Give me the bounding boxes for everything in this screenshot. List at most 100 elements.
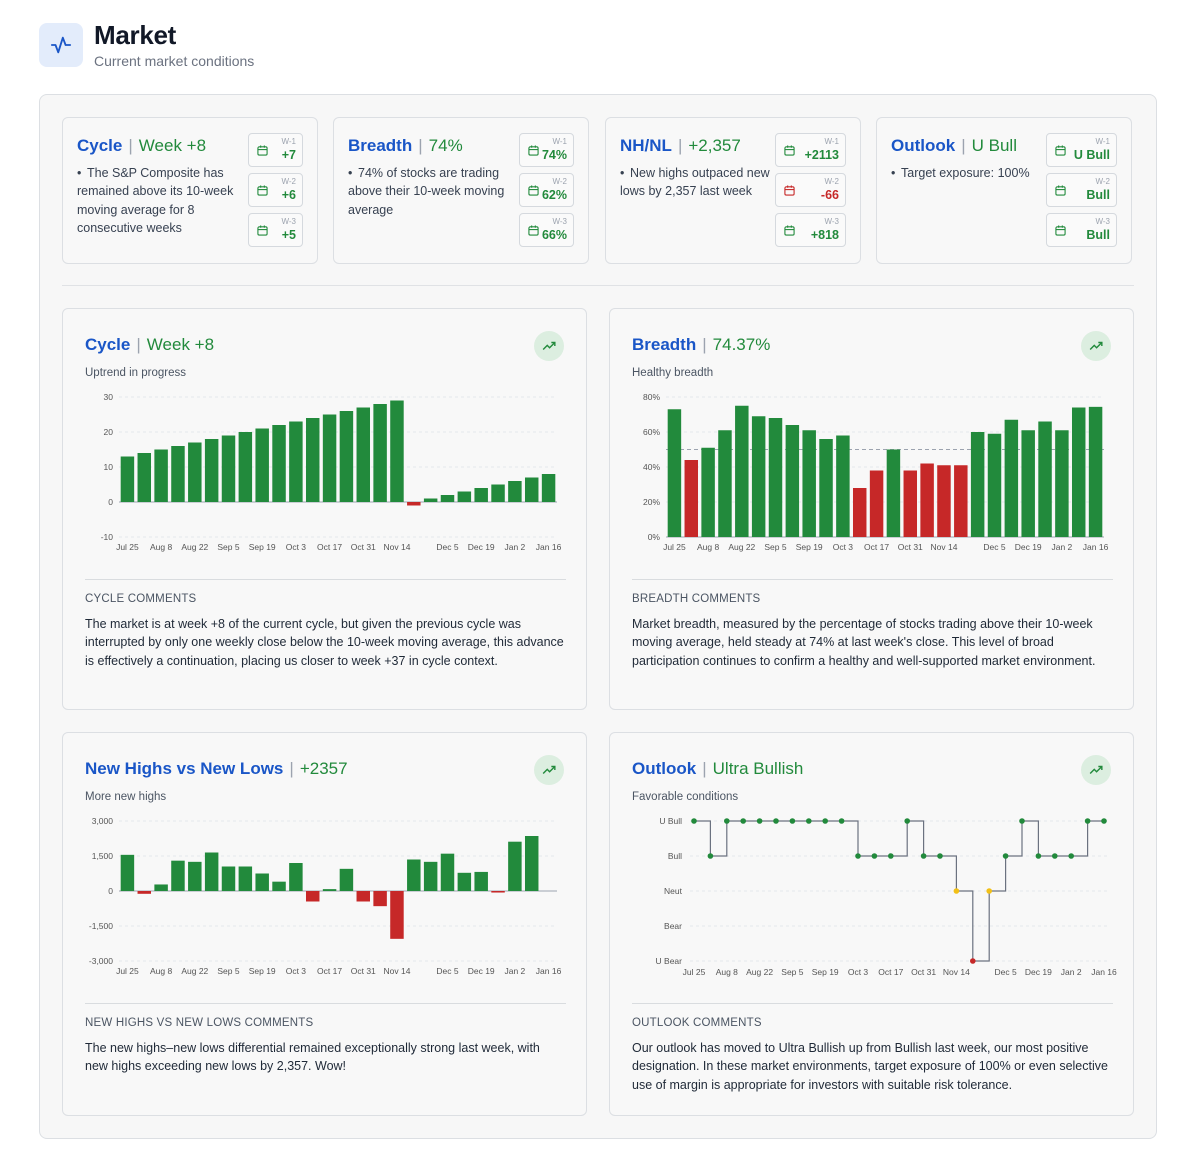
- summary-description: • New highs outpaced new lows by 2,357 la…: [620, 166, 770, 199]
- calendar-icon: [784, 185, 795, 196]
- data-point: [904, 818, 910, 824]
- activity-icon: [39, 23, 83, 67]
- bar: [238, 866, 253, 891]
- comments-heading: Outlook Comments: [632, 1017, 762, 1029]
- trending-up-icon[interactable]: [1081, 331, 1111, 361]
- bar: [423, 498, 438, 502]
- bar: [188, 861, 202, 891]
- week-chip-w-1: W-1 +2113: [775, 133, 846, 167]
- week-label: W-3: [281, 217, 296, 226]
- bar: [1004, 419, 1019, 537]
- y-tick-label: 40%: [643, 462, 660, 472]
- x-tick-label: Jan 2: [1051, 542, 1072, 552]
- x-tick-label: Dec 19: [1015, 542, 1042, 552]
- data-point: [740, 818, 746, 824]
- week-label: W-2: [824, 177, 839, 186]
- y-tick-label: U Bear: [656, 956, 683, 966]
- x-tick-label: Sep 5: [764, 542, 786, 552]
- bar: [289, 863, 303, 891]
- week-chip-w-2: W-2 Bull: [1046, 173, 1117, 207]
- x-tick-label: Dec 19: [1025, 967, 1052, 977]
- bar: [171, 860, 185, 891]
- calendar-icon: [784, 225, 795, 236]
- cycle-panel: Cycle | Week +8 Uptrend in progress 30 20 10…: [62, 308, 587, 710]
- x-tick-label: Aug 22: [728, 542, 755, 552]
- bar: [407, 502, 421, 506]
- data-point: [1068, 853, 1074, 859]
- bar: [339, 411, 354, 502]
- week-value: -66: [820, 188, 839, 202]
- bar: [238, 432, 253, 502]
- week-label: W-2: [552, 177, 567, 186]
- x-tick-label: Sep 5: [217, 542, 239, 552]
- bar: [305, 891, 320, 902]
- data-point: [1084, 818, 1091, 824]
- trending-up-icon[interactable]: [1081, 755, 1111, 785]
- comments-heading: Breadth Comments: [632, 593, 761, 605]
- x-tick-label: Sep 19: [812, 967, 839, 977]
- comments-text: Market breadth, measured by the percenta…: [632, 617, 1096, 668]
- bar: [768, 418, 783, 537]
- bar: [255, 873, 269, 891]
- x-tick-label: Jan 16: [1083, 542, 1109, 552]
- x-tick-label: Oct 3: [848, 967, 869, 977]
- bar: [272, 425, 286, 502]
- calendar-icon: [528, 145, 539, 156]
- bar: [356, 891, 371, 902]
- summary-description: • 74% of stocks are trading above their 1…: [348, 166, 505, 217]
- x-tick-label: Oct 31: [351, 542, 376, 552]
- bar: [373, 404, 387, 502]
- comments-heading: Cycle Comments: [85, 593, 197, 605]
- week-value: U Bull: [1073, 148, 1110, 162]
- summary-title: Cycle | Week +8: [77, 136, 207, 155]
- data-point: [773, 818, 779, 824]
- trending-up-icon[interactable]: [534, 331, 564, 361]
- y-tick-label: Bull: [668, 851, 682, 861]
- trending-up-icon[interactable]: [534, 755, 564, 785]
- x-tick-label: Dec 5: [983, 542, 1005, 552]
- x-tick-label: Oct 17: [864, 542, 889, 552]
- week-chip-w-2: W-2 62%: [519, 173, 574, 207]
- bar: [221, 866, 236, 891]
- bar: [457, 491, 472, 502]
- week-label: W-2: [281, 177, 296, 186]
- x-tick-label: Jan 2: [504, 966, 525, 976]
- bar: [457, 872, 472, 891]
- week-label: W-3: [1095, 217, 1110, 226]
- x-tick-label: Aug 22: [181, 966, 208, 976]
- bar: [785, 425, 800, 537]
- bar: [120, 854, 135, 891]
- bar: [852, 488, 867, 537]
- data-point: [986, 888, 992, 894]
- data-point: [871, 853, 878, 859]
- bar: [1038, 421, 1052, 537]
- data-point: [789, 818, 796, 824]
- x-tick-label: Jan 16: [1091, 967, 1117, 977]
- bar: [987, 433, 1002, 537]
- y-tick-label: -10: [101, 532, 114, 542]
- x-tick-label: Nov 14: [383, 966, 410, 976]
- x-tick-label: Sep 19: [249, 542, 276, 552]
- bar: [937, 465, 951, 537]
- week-value: Bull: [1086, 188, 1110, 202]
- x-tick-label: Dec 5: [994, 967, 1016, 977]
- y-tick-label: Neut: [664, 886, 683, 896]
- week-chip-w-2: W-2 +6: [248, 173, 303, 207]
- data-point: [1052, 853, 1058, 859]
- y-tick-label: 80%: [643, 392, 660, 402]
- x-tick-label: Oct 31: [351, 966, 376, 976]
- y-tick-label: -3,000: [89, 956, 113, 966]
- summary-title: Outlook | U Bull: [891, 136, 1017, 155]
- panel-title: Breadth | 74.37%: [632, 335, 771, 354]
- y-tick-label: 30: [104, 392, 114, 402]
- x-tick-label: Oct 3: [286, 542, 307, 552]
- week-value: +6: [281, 188, 296, 202]
- data-point: [756, 818, 763, 824]
- bar: [154, 884, 168, 891]
- week-chip-w-2: W-2 -66: [775, 173, 846, 207]
- week-value: 74%: [541, 148, 567, 162]
- bar: [407, 859, 421, 891]
- x-tick-label: Dec 19: [468, 542, 495, 552]
- bar: [188, 442, 202, 502]
